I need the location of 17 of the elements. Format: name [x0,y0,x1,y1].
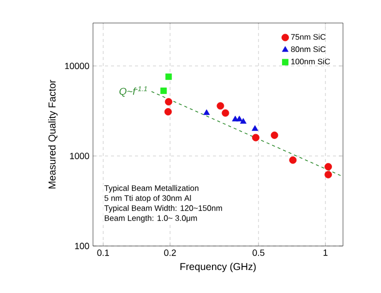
legend-label: 80nm SiC [291,46,326,52]
x-tick-label: 0.2 [164,250,176,256]
x-tick-label: 1 [324,250,328,256]
x-tick-label: 0.1 [97,250,109,256]
annotation: Typical Beam Metallization [104,185,198,192]
legend-label: 100nm SiC [291,58,330,64]
y-tick-label: 10000 [65,62,90,70]
legend-label: 75nm SiC [291,34,326,40]
y-axis-title: Measured Quality Factor [48,80,58,188]
annotation: Typical Beam Width: 120~150nm [104,205,222,212]
x-axis-title: Frequency (GHz) [180,262,256,272]
y-tick-label: 1000 [70,152,90,160]
annotation: 5 nm Tti atop of 30nm Al [104,195,191,202]
annotation: Q~f$^{-1.1}$ [119,86,147,97]
x-tick-label: 0.5 [252,250,264,256]
annotation: Beam Length: 1.0~ 3.0μm [104,215,197,222]
y-tick-label: 100 [75,242,90,250]
